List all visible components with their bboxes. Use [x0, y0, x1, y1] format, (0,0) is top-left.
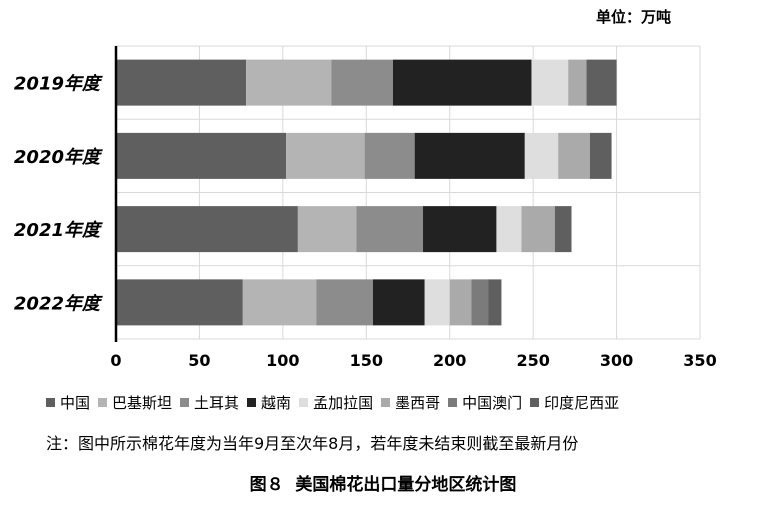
legend-swatch: [180, 397, 190, 407]
bar-segment: [488, 279, 502, 326]
legend-swatch: [448, 397, 458, 407]
bar-segment: [331, 59, 393, 106]
unit-label: 单位：万吨: [596, 8, 672, 26]
legend-label: 中国: [60, 393, 91, 412]
bar-segment: [297, 206, 357, 253]
legend-item: 墨西哥: [381, 392, 440, 413]
bar-segment: [586, 59, 617, 106]
legend-label: 越南: [261, 393, 292, 412]
legend-label: 中国澳门: [462, 393, 523, 412]
legend-swatch: [247, 397, 257, 407]
legend-item: 孟加拉国: [299, 392, 373, 413]
bar-segment: [496, 206, 522, 253]
legend-item: 巴基斯坦: [98, 392, 172, 413]
legend-label: 土耳其: [194, 393, 240, 412]
bar-segment: [589, 132, 612, 179]
x-tick-label: 50: [188, 351, 210, 370]
bar-segment: [558, 132, 590, 179]
category-label: 2022年度: [14, 293, 103, 314]
bar-segment: [471, 279, 489, 326]
x-tick-label: 250: [516, 351, 549, 370]
legend-label: 巴基斯坦: [112, 393, 173, 412]
bar-segment: [116, 206, 298, 253]
bar-segment: [424, 279, 450, 326]
category-label: 2020年度: [14, 147, 103, 168]
chart-note: 注：图中所示棉花年度为当年9月至次年8月，若年度未结束则截至最新月份: [46, 434, 579, 453]
legend-swatch: [381, 397, 391, 407]
legend-item: 印度尼西亚: [530, 392, 619, 413]
legend-label: 印度尼西亚: [544, 393, 620, 412]
x-tick-label: 100: [266, 351, 299, 370]
bar-segment: [414, 132, 525, 179]
bar-segment: [356, 206, 424, 253]
bar-segment: [242, 279, 317, 326]
legend: 中国 巴基斯坦 土耳其 越南 孟加拉国 墨西哥 中国澳门 印度尼西亚: [46, 391, 627, 413]
labels: 2019年度 2020年度 2021年度 2022年度 0 50 100 150 200 250 3…: [14, 74, 717, 370]
bar-segment: [524, 132, 559, 179]
bars: [116, 59, 617, 326]
bar-segment: [286, 132, 365, 179]
legend-swatch: [530, 397, 540, 407]
x-tick-label: 0: [110, 351, 121, 370]
bar-segment: [364, 132, 415, 179]
legend-label: 孟加拉国: [313, 393, 374, 412]
legend-item: 中国澳门: [448, 392, 522, 413]
category-label: 2021年度: [14, 220, 103, 241]
legend-item: 越南: [247, 392, 291, 413]
bar-segment: [116, 59, 247, 106]
bar-segment: [554, 206, 572, 253]
x-tick-label: 150: [350, 351, 383, 370]
bar-segment: [116, 132, 287, 179]
bar-segment: [423, 206, 497, 253]
legend-item: 中国: [46, 392, 90, 413]
category-label: 2019年度: [14, 74, 103, 95]
legend-swatch: [98, 397, 108, 407]
bar-segment: [449, 279, 472, 326]
bar-segment: [568, 59, 587, 106]
legend-swatch: [299, 397, 309, 407]
bar-segment: [246, 59, 332, 106]
legend-label: 墨西哥: [395, 393, 441, 412]
bar-segment: [521, 206, 555, 253]
bar-segment: [316, 279, 373, 326]
x-tick-label: 300: [600, 351, 633, 370]
bar-segment: [531, 59, 569, 106]
legend-item: 土耳其: [180, 392, 239, 413]
bar-segment: [116, 279, 243, 326]
bar-segment: [392, 59, 532, 106]
x-tick-label: 350: [683, 351, 716, 370]
x-tick-label: 200: [433, 351, 466, 370]
bar-segment: [372, 279, 425, 326]
legend-swatch: [46, 397, 55, 407]
stacked-bar-chart: 2019年度 2020年度 2021年度 2022年度 0 50 100 150 200 250 3…: [14, 45, 717, 370]
figure-caption: 图８ 美国棉花出口量分地区统计图: [249, 475, 517, 495]
